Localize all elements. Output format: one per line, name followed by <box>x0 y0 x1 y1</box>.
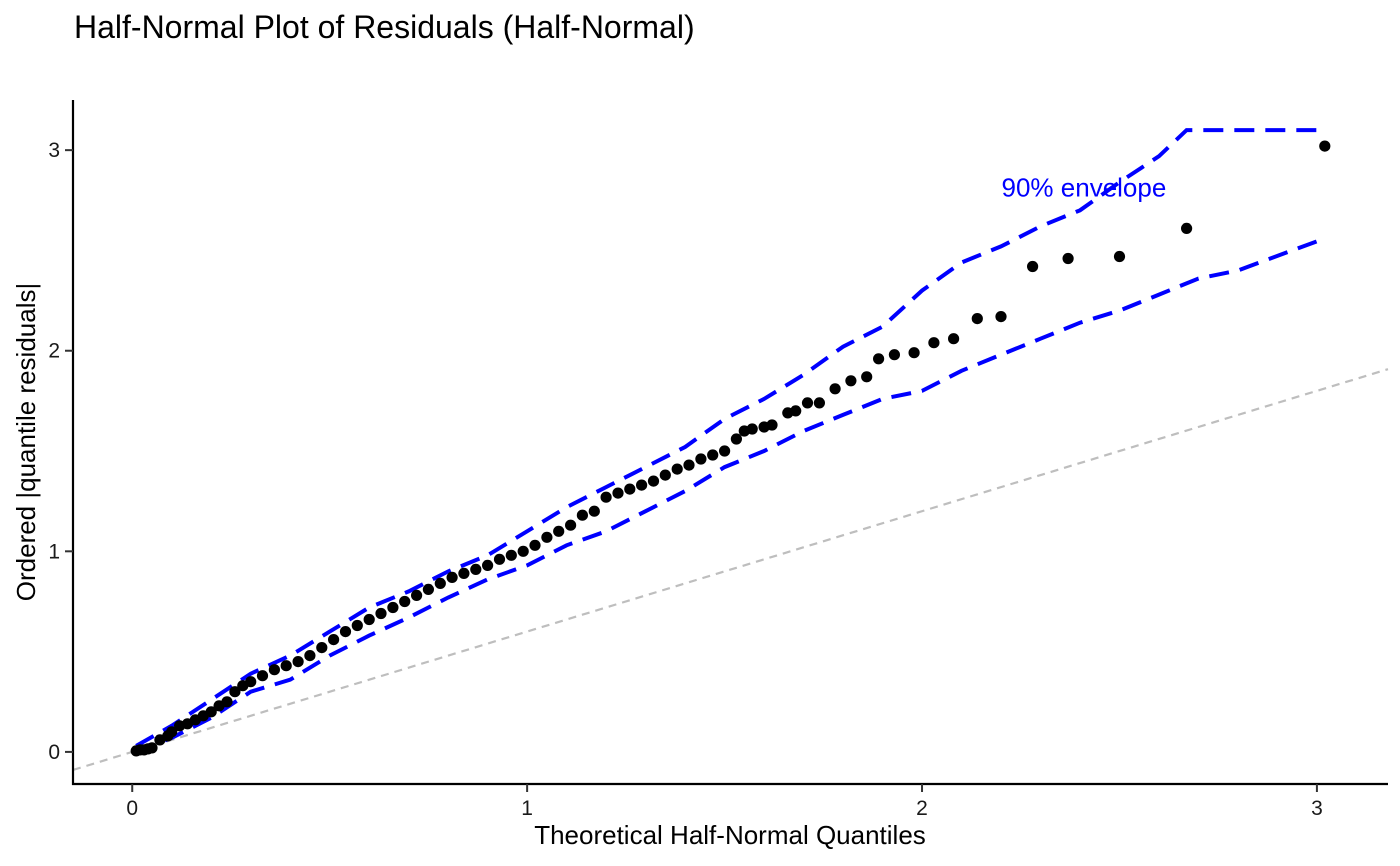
data-point <box>873 353 885 365</box>
data-point <box>659 469 671 481</box>
data-point <box>576 509 589 521</box>
data-point <box>1319 140 1331 152</box>
data-point <box>541 531 553 543</box>
x-tick-label: 1 <box>521 797 533 820</box>
data-point <box>624 483 636 495</box>
data-point <box>529 539 541 551</box>
data-point <box>375 607 387 620</box>
data-point <box>908 347 920 359</box>
data-point <box>493 553 506 565</box>
data-point <box>351 619 363 632</box>
data-point <box>1113 250 1126 263</box>
data-point <box>683 459 695 471</box>
envelope-layer <box>135 128 1326 754</box>
data-point <box>328 634 340 646</box>
data-point <box>505 549 517 561</box>
data-point <box>387 601 399 614</box>
data-point <box>553 525 565 537</box>
x-tick-label: 3 <box>1311 797 1323 820</box>
data-point <box>205 706 217 718</box>
data-point <box>995 311 1007 323</box>
data-point <box>829 383 841 395</box>
data-point <box>671 463 683 475</box>
data-point <box>166 726 178 738</box>
envelope-annotation: 90% envelope <box>1002 172 1167 202</box>
data-point <box>256 670 269 682</box>
data-point <box>845 375 857 387</box>
data-point <box>292 656 304 668</box>
data-point <box>1062 252 1074 265</box>
data-point <box>588 505 600 517</box>
data-point <box>399 595 411 608</box>
data-point <box>458 567 470 580</box>
data-point <box>1181 222 1193 234</box>
x-axis-title: Theoretical Half-Normal Quantiles <box>534 820 926 850</box>
reference-line <box>72 368 1389 772</box>
data-point <box>695 453 707 465</box>
data-point <box>746 423 758 435</box>
data-point <box>612 487 624 499</box>
data-point <box>422 583 434 596</box>
data-point <box>363 613 375 626</box>
points-layer <box>130 140 1331 757</box>
data-point <box>600 491 612 503</box>
data-point <box>316 642 328 654</box>
data-point <box>229 686 241 698</box>
data-point <box>339 626 352 638</box>
x-tick-label: 2 <box>916 797 928 820</box>
data-point <box>647 475 660 487</box>
data-point <box>730 433 743 445</box>
chart-title: Half-Normal Plot of Residuals (Half-Norm… <box>74 9 695 45</box>
data-point <box>948 333 960 345</box>
data-point <box>434 577 446 590</box>
envelope-lower-line <box>135 236 1326 754</box>
data-point <box>636 479 648 491</box>
data-point <box>565 519 577 531</box>
reference-line-layer <box>72 368 1389 772</box>
data-point <box>928 337 940 349</box>
envelope-upper-line <box>135 128 1325 748</box>
data-point <box>813 397 826 409</box>
data-point <box>304 650 316 662</box>
data-point <box>801 397 814 409</box>
axes-layer: 0 1 2 3 0 1 2 3 <box>48 100 1388 820</box>
x-tick-label: 0 <box>126 797 138 820</box>
data-point <box>707 449 719 461</box>
data-point <box>245 676 257 688</box>
data-point <box>971 313 983 325</box>
data-point <box>482 559 494 572</box>
data-point <box>446 571 458 584</box>
data-point <box>221 696 233 708</box>
data-point <box>411 589 423 602</box>
data-point <box>861 371 873 383</box>
data-point <box>719 445 731 457</box>
data-point <box>1027 260 1039 273</box>
y-tick-label: 1 <box>48 540 60 563</box>
y-tick-label: 0 <box>48 741 60 764</box>
data-point <box>268 664 280 676</box>
y-tick-label: 3 <box>48 139 60 162</box>
data-point <box>517 545 529 557</box>
y-axis-title: Ordered |quantile residuals| <box>11 283 41 601</box>
y-tick-label: 2 <box>48 340 60 363</box>
data-point <box>888 349 901 361</box>
data-point <box>280 660 292 672</box>
data-point <box>766 419 778 431</box>
data-point <box>790 405 802 417</box>
data-point <box>470 563 482 576</box>
data-point <box>146 742 158 754</box>
